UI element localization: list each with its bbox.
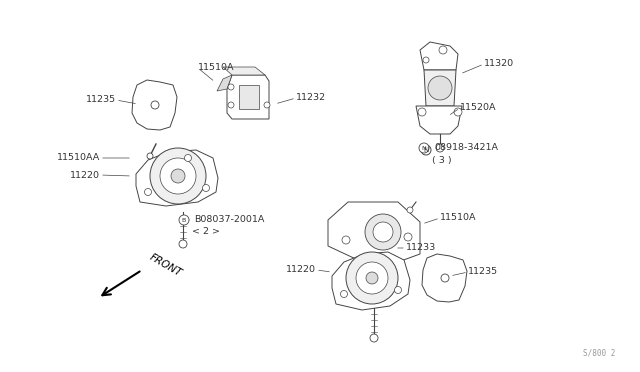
Polygon shape	[328, 202, 420, 262]
Circle shape	[179, 215, 189, 225]
Text: B08037-2001A: B08037-2001A	[194, 215, 264, 224]
Circle shape	[373, 222, 393, 242]
Circle shape	[365, 214, 401, 250]
Circle shape	[366, 272, 378, 284]
Text: 11235: 11235	[468, 267, 498, 276]
Polygon shape	[332, 252, 410, 310]
Text: N: N	[422, 145, 426, 151]
Circle shape	[342, 236, 350, 244]
Circle shape	[150, 148, 206, 204]
Polygon shape	[217, 75, 232, 91]
Polygon shape	[136, 150, 218, 206]
Circle shape	[394, 286, 401, 294]
Text: 11233: 11233	[406, 244, 436, 253]
Circle shape	[179, 240, 187, 248]
Text: 11232: 11232	[296, 93, 326, 103]
Text: N: N	[424, 147, 429, 153]
Circle shape	[421, 145, 431, 155]
Polygon shape	[424, 70, 456, 106]
Circle shape	[370, 334, 378, 342]
Polygon shape	[239, 85, 259, 109]
Circle shape	[346, 252, 398, 304]
Circle shape	[454, 108, 462, 116]
Circle shape	[428, 76, 452, 100]
Text: ( 3 ): ( 3 )	[432, 155, 452, 164]
Circle shape	[264, 102, 270, 108]
Circle shape	[151, 101, 159, 109]
Circle shape	[147, 153, 153, 159]
Circle shape	[171, 169, 185, 183]
Text: FRONT: FRONT	[148, 252, 184, 278]
Text: 11220: 11220	[70, 170, 100, 180]
Circle shape	[407, 207, 413, 213]
Polygon shape	[132, 80, 177, 130]
Polygon shape	[227, 75, 269, 119]
Circle shape	[436, 144, 444, 152]
Text: 11220: 11220	[286, 266, 316, 275]
Polygon shape	[422, 254, 467, 302]
Circle shape	[441, 274, 449, 282]
Polygon shape	[416, 106, 462, 134]
Circle shape	[439, 46, 447, 54]
Polygon shape	[223, 67, 265, 75]
Circle shape	[404, 233, 412, 241]
Text: 08918-3421A: 08918-3421A	[434, 144, 498, 153]
Circle shape	[202, 185, 209, 192]
Circle shape	[340, 291, 348, 298]
Polygon shape	[420, 42, 458, 70]
Text: 11510A: 11510A	[198, 64, 234, 73]
Circle shape	[160, 158, 196, 194]
Circle shape	[356, 262, 388, 294]
Circle shape	[228, 102, 234, 108]
Circle shape	[228, 84, 234, 90]
Text: 11520A: 11520A	[460, 103, 497, 112]
Text: 11510A: 11510A	[440, 214, 477, 222]
Text: 11320: 11320	[484, 60, 514, 68]
Text: < 2 >: < 2 >	[192, 228, 220, 237]
Text: S/800 2: S/800 2	[582, 349, 615, 358]
Text: 11235: 11235	[86, 96, 116, 105]
Text: 11510AA: 11510AA	[57, 154, 100, 163]
Text: B: B	[182, 218, 186, 222]
Circle shape	[423, 57, 429, 63]
Circle shape	[418, 108, 426, 116]
Circle shape	[419, 143, 429, 153]
Circle shape	[184, 154, 191, 161]
Circle shape	[145, 189, 152, 196]
